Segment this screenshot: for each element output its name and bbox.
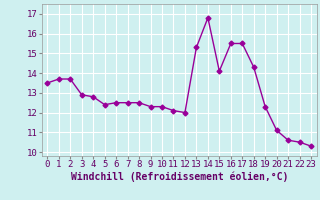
X-axis label: Windchill (Refroidissement éolien,°C): Windchill (Refroidissement éolien,°C) (70, 172, 288, 182)
